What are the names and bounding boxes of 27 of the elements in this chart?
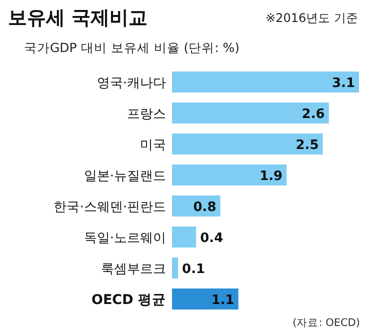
chart-subtitle: 국가GDP 대비 보유세 비율 (단위: %) (24, 40, 240, 55)
data-label: 1.1 (211, 293, 234, 308)
text: ※2016년도 기준 (266, 11, 358, 25)
data-label: 0.1 (182, 262, 206, 277)
y-tick-label: 독일·노르웨이 (84, 231, 166, 246)
data-label: 1.9 (260, 169, 283, 184)
bar (172, 72, 359, 92)
y-tick-label: OECD 평균 (91, 292, 166, 308)
bar (172, 288, 238, 310)
y-tick-label: 룩셈부르크 (101, 262, 166, 277)
y-tick-label: 미국 (140, 138, 166, 153)
bar (172, 226, 196, 248)
data-label: 0.4 (200, 231, 224, 246)
y-tick-label: 한국·스웨덴·핀란드 (54, 200, 166, 215)
bar (172, 134, 323, 154)
data-label: 0.8 (193, 200, 216, 215)
data-label: 3.1 (332, 76, 355, 91)
y-tick-label: 일본·뉴질랜드 (84, 169, 166, 184)
bar (172, 102, 329, 124)
data-label: 2.6 (302, 107, 325, 122)
data-label: 2.5 (296, 138, 319, 153)
y-tick-label: 영국·캐나다 (96, 76, 166, 91)
chart-title: 보유세 국제비교 (8, 7, 148, 29)
y-tick-label: 프랑스 (127, 107, 166, 122)
bar (172, 164, 287, 186)
bar (172, 258, 178, 278)
text: (자료: OECD) (292, 317, 360, 329)
